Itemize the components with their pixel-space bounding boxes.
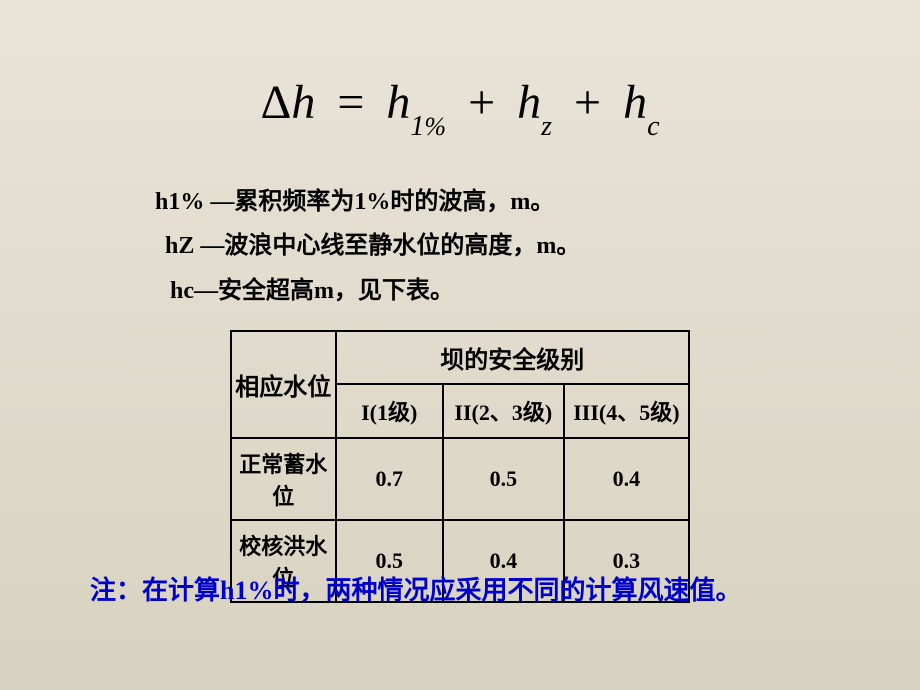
definition-h1pct: h1% —累积频率为1%时的波高，m。 xyxy=(155,180,580,224)
table-header-row-1: 相应水位 坝的安全级别 xyxy=(231,331,689,384)
data-cell: 0.4 xyxy=(564,438,689,520)
definition-hz: hZ —波浪中心线至静水位的高度，m。 xyxy=(165,224,580,268)
header-safety-class: 坝的安全级别 xyxy=(336,331,689,384)
delta-symbol: Δ xyxy=(260,76,291,129)
safety-table: 相应水位 坝的安全级别 I(1级) II(2、3级) III(4、5级) 正常蓄… xyxy=(230,330,690,603)
data-cell: 0.7 xyxy=(336,438,443,520)
subheader-class-3: III(4、5级) xyxy=(564,384,689,438)
definitions-block: h1% —累积频率为1%时的波高，m。 hZ —波浪中心线至静水位的高度，m。 … xyxy=(155,180,580,313)
data-cell: 0.5 xyxy=(443,438,564,520)
header-water-level: 相应水位 xyxy=(231,331,336,438)
footnote-text: 注：在计算h1%时，两种情况应采用不同的计算风速值。 xyxy=(90,570,742,607)
table-row: 正常蓄水位 0.7 0.5 0.4 xyxy=(231,438,689,520)
subheader-class-2: II(2、3级) xyxy=(443,384,564,438)
equation-formula: Δh = h1% + hz + hc xyxy=(260,75,659,137)
definition-hc: hc—安全超高m，见下表。 xyxy=(170,269,580,313)
row-label-normal: 正常蓄水位 xyxy=(231,438,336,520)
subheader-class-1: I(1级) xyxy=(336,384,443,438)
safety-table-container: 相应水位 坝的安全级别 I(1级) II(2、3级) III(4、5级) 正常蓄… xyxy=(230,330,690,603)
